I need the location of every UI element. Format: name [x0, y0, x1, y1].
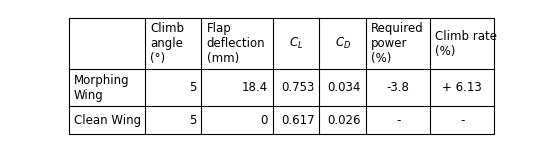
Text: + 6.13: + 6.13 [442, 81, 482, 94]
Text: Flap
deflection
(mm): Flap deflection (mm) [206, 22, 265, 65]
Text: Climb rate
(%): Climb rate (%) [435, 30, 497, 58]
Text: 18.4: 18.4 [242, 81, 268, 94]
Text: Clean Wing: Clean Wing [74, 114, 141, 127]
Text: Morphing
Wing: Morphing Wing [74, 74, 130, 102]
Text: $C_D$: $C_D$ [335, 36, 351, 51]
Text: 0.026: 0.026 [328, 114, 361, 127]
Text: 5: 5 [189, 114, 197, 127]
Text: 0: 0 [260, 114, 268, 127]
Text: -: - [460, 114, 464, 127]
Text: 0.617: 0.617 [281, 114, 315, 127]
Text: 0.034: 0.034 [328, 81, 361, 94]
Text: Required
power
(%): Required power (%) [371, 22, 424, 65]
Text: -3.8: -3.8 [386, 81, 410, 94]
Text: -: - [396, 114, 400, 127]
Text: $C_L$: $C_L$ [289, 36, 303, 51]
Text: Climb
angle
(°): Climb angle (°) [150, 22, 184, 65]
Text: 0.753: 0.753 [281, 81, 315, 94]
Text: 5: 5 [189, 81, 197, 94]
